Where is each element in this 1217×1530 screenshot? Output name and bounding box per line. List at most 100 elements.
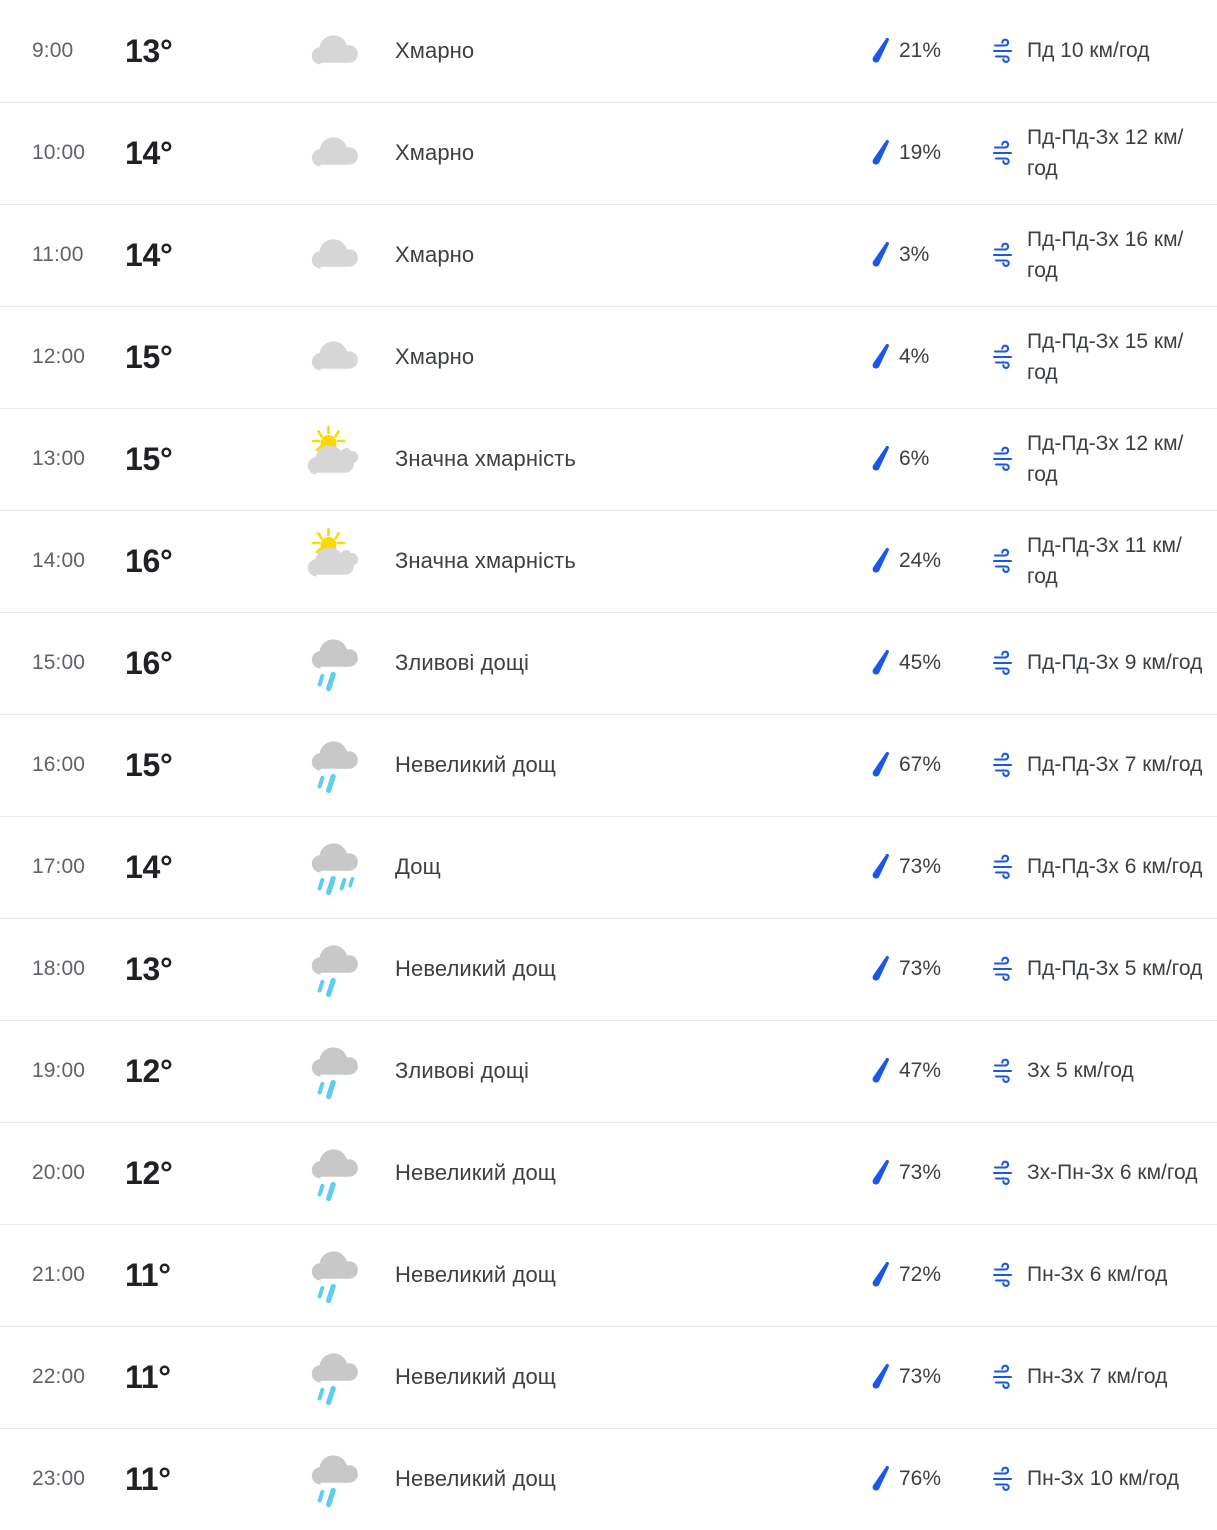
wind-info: Пн-Зх 6 км/год — [992, 1259, 1217, 1290]
forecast-condition: Дощ — [395, 854, 441, 879]
wind-info: Пд-Пд-Зх 6 км/год — [992, 851, 1217, 882]
precipitation-value: 67% — [899, 753, 942, 776]
wind-info: Пд-Пд-Зх 12 км/год — [992, 428, 1217, 490]
forecast-row[interactable]: 10:00 14° Хмарно 19% Пд-Пд-Зх 12 км/год — [0, 102, 1217, 204]
wind-icon — [992, 548, 1018, 574]
wind-info: Пд 10 км/год — [992, 35, 1217, 66]
forecast-row[interactable]: 9:00 13° Хмарно 21% Пд 10 км/год — [0, 0, 1217, 102]
wind-icon — [992, 956, 1018, 982]
forecast-temperature: 14° — [125, 848, 173, 885]
wind-icon — [992, 1160, 1018, 1186]
forecast-row[interactable]: 21:00 11° Невеликий дощ 72% Пн-Зх 6 км/год — [0, 1224, 1217, 1326]
precipitation-chance: 3% — [872, 241, 992, 269]
forecast-row[interactable]: 20:00 12° Невеликий дощ 73% Зх-Пн-Зх 6 км/го… — [0, 1122, 1217, 1224]
rain-drop-icon — [872, 1363, 891, 1391]
precipitation-value: 6% — [899, 447, 930, 470]
rain-drop-icon — [872, 1159, 891, 1187]
precipitation-chance: 45% — [872, 649, 992, 677]
forecast-temperature: 15° — [125, 746, 173, 783]
forecast-row[interactable]: 13:00 15° Значна хмарність 6% Пд-Пд-Зх 12 км… — [0, 408, 1217, 510]
forecast-temperature: 13° — [125, 950, 173, 987]
forecast-condition: Значна хмарність — [395, 548, 576, 573]
wind-icon — [992, 650, 1018, 676]
forecast-row[interactable]: 14:00 16° Значна хмарність 24% Пд-Пд-Зх 11 к… — [0, 510, 1217, 612]
cloud-rain-light-icon — [295, 1238, 381, 1312]
rain-drop-icon — [872, 751, 891, 779]
wind-value: Пн-Зх 10 км/год — [1027, 1467, 1180, 1491]
forecast-time: 22:00 — [32, 1365, 86, 1388]
cloud-icon — [295, 116, 381, 190]
precipitation-chance: 24% — [872, 547, 992, 575]
forecast-temperature: 16° — [125, 542, 173, 579]
wind-value: Пд-Пд-Зх 7 км/год — [1027, 753, 1203, 777]
forecast-temperature: 14° — [125, 236, 173, 273]
precipitation-chance: 73% — [872, 955, 992, 983]
forecast-row[interactable]: 17:00 14° Дощ 73% Пд-Пд-Зх 6 км/год — [0, 816, 1217, 918]
forecast-condition: Невеликий дощ — [395, 956, 556, 981]
forecast-row[interactable]: 22:00 11° Невеликий дощ 73% Пн-Зх 7 км/год — [0, 1326, 1217, 1428]
rain-drop-icon — [872, 853, 891, 881]
wind-icon — [992, 344, 1018, 370]
forecast-time: 10:00 — [32, 141, 86, 164]
forecast-time: 16:00 — [32, 753, 86, 776]
forecast-condition: Значна хмарність — [395, 446, 576, 471]
sun-behind-cloud-icon — [295, 422, 381, 496]
forecast-temperature: 14° — [125, 134, 173, 171]
wind-value: Пд-Пд-Зх 15 км/год — [1027, 329, 1184, 384]
forecast-condition: Хмарно — [395, 344, 475, 369]
cloud-rain-light-icon — [295, 1034, 381, 1108]
wind-icon — [992, 38, 1018, 64]
precipitation-chance: 73% — [872, 853, 992, 881]
forecast-condition: Зливові дощі — [395, 650, 530, 675]
forecast-condition: Невеликий дощ — [395, 1466, 556, 1491]
forecast-row[interactable]: 19:00 12° Зливові дощі 47% Зх 5 км/год — [0, 1020, 1217, 1122]
wind-info: Пд-Пд-Зх 11 км/год — [992, 530, 1217, 592]
precipitation-value: 21% — [899, 39, 942, 62]
wind-value: Зх 5 км/год — [1027, 1059, 1134, 1083]
sun-behind-cloud-icon — [295, 524, 381, 598]
wind-info: Зх 5 км/год — [992, 1055, 1217, 1086]
cloud-rain-heavy-icon — [295, 830, 381, 904]
precipitation-chance: 6% — [872, 445, 992, 473]
forecast-temperature: 13° — [125, 32, 173, 69]
wind-info: Пд-Пд-Зх 9 км/год — [992, 647, 1217, 678]
wind-value: Пд-Пд-Зх 12 км/год — [1027, 431, 1184, 486]
cloud-rain-light-icon — [295, 626, 381, 700]
cloud-icon — [295, 14, 381, 88]
forecast-temperature: 11° — [125, 1256, 171, 1293]
precipitation-value: 4% — [899, 345, 930, 368]
wind-icon — [992, 1262, 1018, 1288]
forecast-row[interactable]: 11:00 14° Хмарно 3% Пд-Пд-Зх 16 км/год — [0, 204, 1217, 306]
cloud-rain-light-icon — [295, 1442, 381, 1516]
rain-drop-icon — [872, 1261, 891, 1289]
wind-info: Пн-Зх 10 км/год — [992, 1463, 1217, 1494]
precipitation-value: 3% — [899, 243, 930, 266]
forecast-row[interactable]: 15:00 16° Зливові дощі 45% Пд-Пд-Зх 9 км/год — [0, 612, 1217, 714]
precipitation-chance: 72% — [872, 1261, 992, 1289]
cloud-rain-light-icon — [295, 1136, 381, 1210]
wind-icon — [992, 140, 1018, 166]
rain-drop-icon — [872, 343, 891, 371]
precipitation-chance: 19% — [872, 139, 992, 167]
wind-icon — [992, 446, 1018, 472]
rain-drop-icon — [872, 37, 891, 65]
wind-info: Пд-Пд-Зх 5 км/год — [992, 953, 1217, 984]
forecast-row[interactable]: 23:00 11° Невеликий дощ 76% Пн-Зх 10 км/год — [0, 1428, 1217, 1530]
precipitation-value: 72% — [899, 1263, 942, 1286]
forecast-row[interactable]: 12:00 15° Хмарно 4% Пд-Пд-Зх 15 км/год — [0, 306, 1217, 408]
forecast-time: 13:00 — [32, 447, 86, 470]
rain-drop-icon — [872, 1465, 891, 1493]
precipitation-value: 47% — [899, 1059, 942, 1082]
forecast-row[interactable]: 18:00 13° Невеликий дощ 73% Пд-Пд-Зх 5 км/го… — [0, 918, 1217, 1020]
rain-drop-icon — [872, 649, 891, 677]
precipitation-value: 73% — [899, 957, 942, 980]
rain-drop-icon — [872, 445, 891, 473]
forecast-row[interactable]: 16:00 15° Невеликий дощ 67% Пд-Пд-Зх 7 км/го… — [0, 714, 1217, 816]
forecast-temperature: 11° — [125, 1358, 171, 1395]
forecast-temperature: 12° — [125, 1052, 173, 1089]
precipitation-value: 19% — [899, 141, 942, 164]
wind-value: Пд-Пд-Зх 16 км/год — [1027, 227, 1184, 282]
precipitation-value: 24% — [899, 549, 942, 572]
rain-drop-icon — [872, 547, 891, 575]
wind-icon — [992, 1058, 1018, 1084]
